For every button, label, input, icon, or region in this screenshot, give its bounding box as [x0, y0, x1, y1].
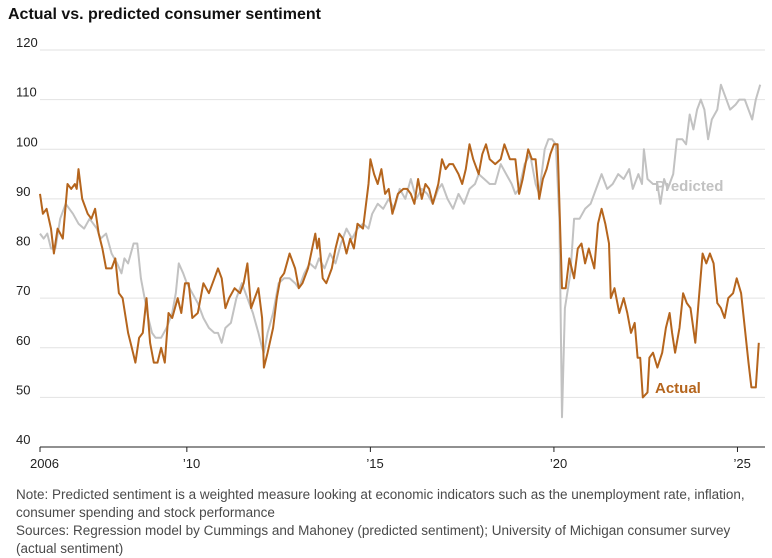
y-tick-label: 100 — [16, 134, 38, 149]
y-tick-label: 90 — [16, 184, 30, 199]
y-tick-label: 70 — [16, 283, 30, 298]
y-axis-tick-labels: 40 50 60 70 80 90 100 110 120 — [16, 35, 38, 447]
note-text: Note: Predicted sentiment is a weighted … — [16, 487, 745, 520]
series-label-predicted: Predicted — [655, 178, 723, 195]
x-tick-label: ’15 — [366, 456, 383, 471]
series-line-predicted — [39, 83, 762, 419]
x-tick-label: 2006 — [30, 456, 59, 471]
y-tick-label: 50 — [16, 382, 30, 397]
y-tick-label: 60 — [16, 333, 30, 348]
series-lines — [39, 83, 762, 419]
chart-notes: Note: Predicted sentiment is a weighted … — [16, 486, 764, 558]
grid-lines — [40, 49, 765, 398]
x-tick-label: ’10 — [183, 456, 200, 471]
series-label-actual: Actual — [655, 380, 701, 397]
x-tick-label: ’25 — [733, 456, 750, 471]
x-tick-label: ’20 — [550, 456, 567, 471]
y-tick-label: 40 — [16, 432, 30, 447]
line-chart: 40 50 60 70 80 90 100 110 120 2006 ’10 ’15 ’20 ’25 P… — [16, 35, 765, 471]
y-tick-label: 80 — [16, 234, 30, 249]
y-tick-label: 120 — [16, 35, 38, 50]
source-text: Sources: Regression model by Cummings an… — [16, 523, 731, 556]
y-tick-label: 110 — [16, 85, 37, 100]
chart-title: Actual vs. predicted consumer sentiment — [8, 6, 321, 23]
x-axis-ticks: 2006 ’10 ’15 ’20 ’25 — [30, 447, 751, 471]
series-line-actual — [39, 143, 760, 399]
